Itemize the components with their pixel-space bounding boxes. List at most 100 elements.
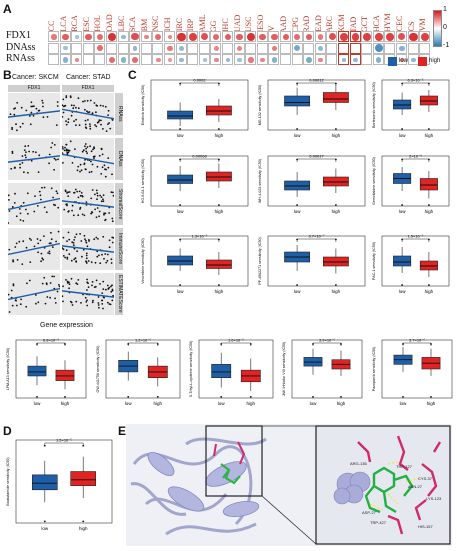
heatmap-dot [51,34,57,40]
heatmap-cell [303,31,315,42]
scatter-point [103,212,105,215]
scatter-point [56,105,59,107]
scatter-point [41,186,43,189]
heatmap-cell [419,31,431,42]
scatter-point [107,157,110,159]
outlier-point [43,444,46,447]
scatter-point [55,159,57,161]
x-tick-label: low [41,526,49,531]
scatter-point [30,101,33,104]
outlier-point [340,343,342,345]
scatter-point [64,189,67,192]
heatmap-cell [164,31,175,42]
scatter-point [27,145,30,147]
box-high [322,92,349,103]
scatter-point [61,295,64,298]
x-tick-label: high [425,133,434,138]
heatmap-cell [94,31,106,42]
outlier-point [428,284,430,286]
scatter-point [33,245,36,248]
plot-frame [15,339,87,399]
scatter-point [62,105,65,108]
scatter-point [106,301,109,304]
scatter-point [45,211,48,214]
scatter-point [72,242,75,244]
scatter-point [62,300,64,303]
scatter-point [96,207,99,209]
heatmap-dot [375,57,382,63]
scatter-point [91,281,94,283]
heatmap-cell [187,54,199,65]
scatter-point [104,175,107,178]
outlier-point [249,343,252,345]
scatter-point [93,238,96,241]
scatter-point [28,115,31,117]
box-low [32,474,58,491]
plot-frame [267,79,366,131]
scatter-point [30,111,33,114]
box-high [419,260,438,271]
heatmap-cell [349,54,361,65]
scatter-point [103,213,105,216]
heatmap-cell [164,42,175,54]
scatter-point [35,151,37,154]
scatter-point [88,111,91,113]
heatmap-dot [260,57,266,63]
box-high [419,178,438,191]
outlier-point [220,395,223,398]
scatter-point [68,253,71,256]
regression-line [7,287,61,301]
heatmap-cell [361,54,373,65]
scatter-point [12,259,14,262]
scatter-point [77,97,80,100]
scatter-point [73,191,76,194]
scatter-point [63,208,66,211]
heatmap-cell [314,31,326,42]
panel-b-title-skcm: Cancer: SKCM [12,74,59,81]
scatter-point [86,299,88,302]
scatter-point [11,128,13,131]
outlier-point [36,395,38,398]
scatter-point [107,288,110,290]
heatmap-dot [155,57,161,63]
scatter-point [25,151,27,153]
heatmap-dot [236,33,243,41]
box-high [419,95,438,106]
scatter-point [57,230,60,233]
boxplot-panel: low high 1.6×10⁻⁵ S-Trityl-L-cysteine sensi… [185,330,277,410]
scatter-point [46,116,49,118]
heatmap-cell [280,54,291,65]
scatter-point [49,282,52,284]
residue-label: LYS-123 [426,496,442,501]
scatter-point [85,254,88,257]
x-tick-label: high [332,133,341,138]
heatmap-cell [338,31,349,42]
boxplot-panel: low high 6.3×10⁻⁵ Bortezomib sensitivity (I… [368,70,453,142]
scatter-facet [7,138,61,180]
heatmap-dot [85,33,92,41]
scatter-point [107,123,109,125]
outlier-point [179,284,181,286]
heatmap-cell [129,42,141,54]
boxplot-panel: low high 2×10⁻⁸ Gemcitabine sensitivity (IC… [368,146,453,218]
scatter-point [29,123,32,126]
heatmap-dot [363,32,371,41]
scatter-point [18,208,21,210]
scatter-point [11,206,14,208]
scatter-point [111,288,114,291]
plot-frame [381,155,450,207]
boxplot-panel: low high 0.00068 HG-6-64-1 sensitivity (IC5… [137,146,252,218]
outlier-point [402,395,404,398]
heatmap-cell [233,31,245,42]
scatter-point [30,105,33,108]
outlier-point [179,158,181,161]
heatmap-dot [121,34,126,40]
scatter-point [86,146,89,148]
heatmap-dot [213,46,219,51]
scatter-point [87,260,90,262]
scatter-point [14,166,16,169]
scatter-point [10,167,13,170]
scatter-point [55,124,58,126]
heatmap-dot [399,45,405,52]
boxplot-panel: low high 3.7×10⁻⁶ Pazopanib sensitivity (IC… [368,330,456,410]
